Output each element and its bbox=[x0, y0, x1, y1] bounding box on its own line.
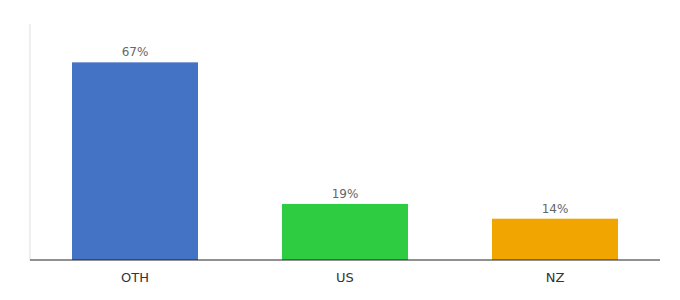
data-label: 67% bbox=[122, 45, 149, 59]
bars bbox=[72, 62, 618, 260]
chart: 67% OTH 19% US 14% NZ bbox=[0, 0, 680, 300]
x-axis-line bbox=[30, 260, 660, 261]
x-tick-label: OTH bbox=[121, 270, 149, 285]
bar bbox=[72, 62, 198, 260]
data-label: 14% bbox=[542, 202, 569, 216]
y-axis-line bbox=[30, 24, 31, 260]
bar bbox=[282, 204, 408, 260]
data-label: 19% bbox=[332, 187, 359, 201]
bar bbox=[492, 219, 618, 260]
x-tick-label: US bbox=[336, 270, 354, 285]
chart-container: 67% OTH 19% US 14% NZ bbox=[0, 0, 680, 300]
labels: 67% OTH 19% US 14% NZ bbox=[121, 45, 568, 285]
x-tick-label: NZ bbox=[546, 270, 565, 285]
